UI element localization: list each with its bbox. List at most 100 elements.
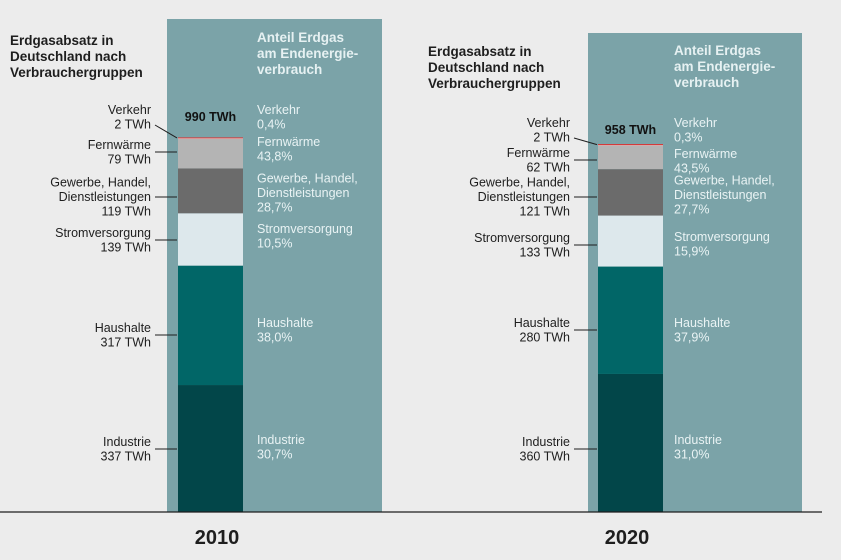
category-label-line: Fernwärme [507,146,570,160]
category-label: Fernwärme 62 TWh [507,146,570,175]
share-heading-line: verbrauch [257,62,322,77]
chart-title-line: Deutschland nach [428,60,544,75]
share-label: Verkehr 0,4% [257,103,300,132]
chart-title-line: Erdgasabsatz in [10,33,114,48]
share-label-line: Industrie [674,433,722,447]
share-label-line: Stromversorgung [257,222,353,236]
share-label-line: Fernwärme [674,147,737,161]
share-heading-line: Anteil Erdgas [257,30,344,45]
category-label-line: Haushalte [514,316,570,330]
share-label-line: 0,3% [674,130,703,144]
category-label-line: 2 TWh [114,117,151,131]
share-label: Haushalte 38,0% [257,316,313,345]
share-label-line: Gewerbe, Handel, [674,174,775,188]
chart-2010: 990 TWh 2010 [154,19,382,549]
category-label-line: Gewerbe, Handel, [50,176,151,190]
share-label: Gewerbe, Handel, Dienstleistungen 28,7% [257,172,358,215]
bar-segment-industrie [178,385,243,512]
share-heading-line: am Endenergie- [257,46,358,61]
share-heading-line: am Endenergie- [674,59,775,74]
share-label-line: Stromversorgung [674,230,770,244]
category-label-line: Verkehr [108,103,151,117]
share-label-line: 28,7% [257,201,292,215]
chart-title-line: Deutschland nach [10,49,126,64]
category-label-line: Verkehr [527,116,570,130]
category-label: Industrie 337 TWh [101,435,152,464]
chart-title-line: Verbrauchergruppen [428,76,561,91]
share-label-line: 43,5% [674,161,709,175]
category-label-line: Industrie [522,435,570,449]
category-label-line: 121 TWh [520,205,571,219]
category-label: Gewerbe, Handel, Dienstleistungen 119 TWh [50,176,151,219]
share-label-line: Industrie [257,433,305,447]
bar-segment-gewerbe [178,168,243,214]
share-label-line: Fernwärme [257,135,320,149]
bar-segment-haushalte [598,266,663,374]
share-label: Industrie 30,7% [257,433,305,462]
leader-line [573,137,598,146]
year-label: 2020 [605,527,650,549]
share-label: Fernwärme 43,5% [674,147,737,176]
bar-segment-haushalte [178,265,243,386]
category-label-line: Stromversorgung [474,231,570,245]
category-label: Gewerbe, Handel, Dienstleistungen 121 TWh [469,176,570,219]
category-label-line: 337 TWh [101,449,152,463]
leader-line [154,124,178,139]
share-label-line: Gewerbe, Handel, [257,172,358,186]
share-label-line: Haushalte [674,316,730,330]
category-label-line: 360 TWh [520,449,571,463]
chart-title: Erdgasabsatz in Deutschland nach Verbrauch… [10,33,143,80]
category-label-line: 139 TWh [101,240,152,254]
category-label-line: 280 TWh [520,330,571,344]
category-label-line: 317 TWh [101,335,152,349]
category-label: Stromversorgung 139 TWh [55,226,151,255]
category-label: Haushalte 317 TWh [95,321,151,350]
share-heading: Anteil Erdgas am Endenergie-verbrauch [257,30,358,77]
category-label-line: 62 TWh [526,160,570,174]
share-label-line: Verkehr [674,116,717,130]
category-label-line: 133 TWh [520,245,571,259]
category-label-line: 79 TWh [107,152,151,166]
category-label: Fernwärme 79 TWh [88,138,151,167]
chart-title-line: Erdgasabsatz in [428,44,532,59]
share-label: Haushalte 37,9% [674,316,730,345]
chart-title: Erdgasabsatz in Deutschland nach Verbrauch… [428,44,561,91]
category-label: Haushalte 280 TWh [514,316,570,345]
share-label: Industrie 31,0% [674,433,722,462]
share-label: Fernwärme 43,8% [257,135,320,164]
share-label-line: Dienstleistungen [257,186,349,200]
category-label-line: Haushalte [95,321,151,335]
share-label-line: Haushalte [257,316,313,330]
share-label: Verkehr 0,3% [674,116,717,145]
share-label-line: 27,7% [674,203,709,217]
year-label: 2010 [195,527,240,549]
total-label: 958 TWh [605,123,656,137]
share-label-line: 38,0% [257,330,292,344]
share-label-line: 10,5% [257,236,292,250]
bar-segment-gewerbe [598,169,663,216]
share-label-line: 43,8% [257,149,292,163]
share-label: Stromversorgung 15,9% [674,230,770,259]
bar-segment-stromversorgung [178,213,243,266]
share-label-line: 37,9% [674,330,709,344]
bar-segment-fernwärme [598,145,663,170]
chart-2020: 958 TWh 2020 [573,33,802,549]
category-label: Stromversorgung 133 TWh [474,231,570,260]
share-heading: Anteil Erdgas am Endenergie-verbrauch [674,43,775,90]
category-label-line: Dienstleistungen [478,190,570,204]
bar-segment-stromversorgung [598,215,663,267]
share-heading-line: verbrauch [674,75,739,90]
total-label: 990 TWh [185,110,236,124]
category-label-line: Gewerbe, Handel, [469,176,570,190]
category-label: Verkehr 2 TWh [527,116,570,145]
share-label-line: 30,7% [257,447,292,461]
share-label: Stromversorgung 10,5% [257,222,353,251]
share-label-line: Verkehr [257,103,300,117]
category-label-line: 119 TWh [101,205,151,219]
bar-segment-industrie [598,373,663,512]
category-label-line: Fernwärme [88,138,151,152]
share-label-line: 15,9% [674,244,709,258]
share-label-line: Dienstleistungen [674,188,766,202]
share-label-line: 31,0% [674,447,709,461]
